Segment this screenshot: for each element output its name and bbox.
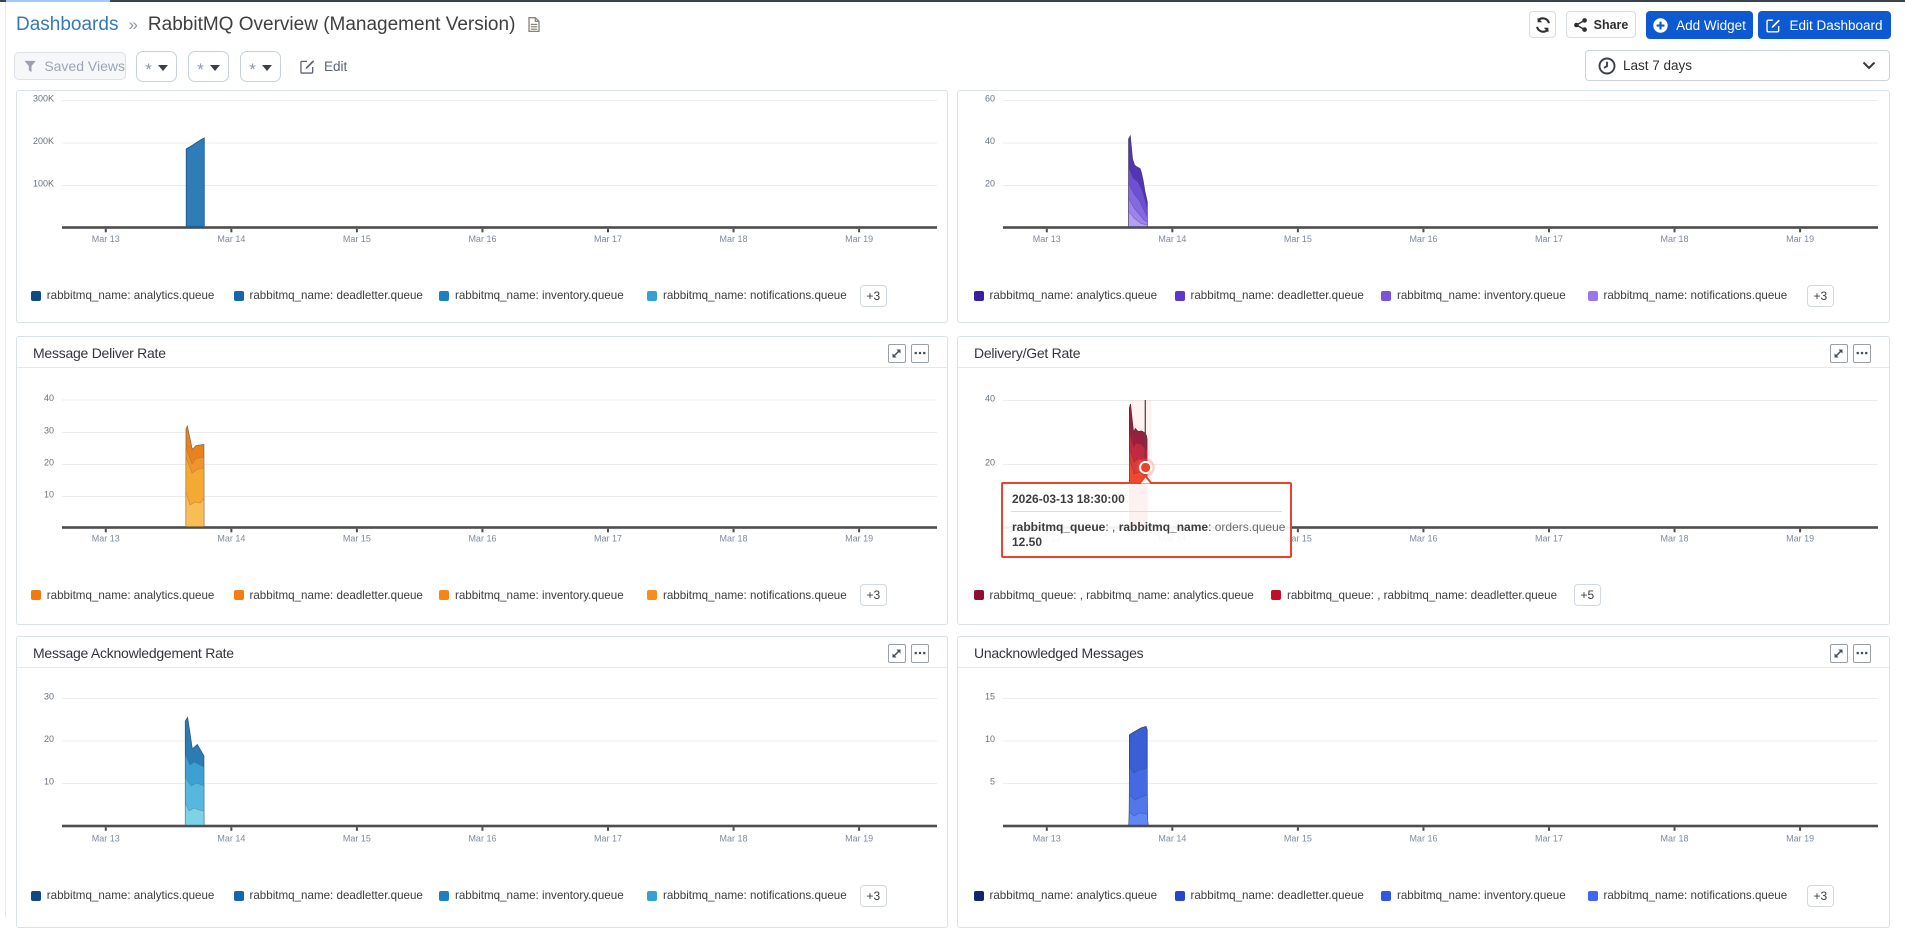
- svg-text:30: 30: [44, 425, 54, 435]
- svg-text:20: 20: [985, 457, 995, 467]
- svg-text:Mar 13: Mar 13: [1033, 234, 1061, 244]
- svg-text:20: 20: [44, 734, 54, 744]
- svg-text:Mar 18: Mar 18: [1661, 234, 1689, 244]
- svg-text:Mar 19: Mar 19: [1786, 234, 1814, 244]
- svg-text:Mar 19: Mar 19: [1786, 534, 1814, 544]
- svg-text:Mar 13: Mar 13: [92, 834, 120, 844]
- svg-text:Mar 17: Mar 17: [1535, 834, 1563, 844]
- svg-text:200K: 200K: [33, 136, 54, 146]
- svg-text:Mar 18: Mar 18: [1661, 534, 1689, 544]
- svg-text:Mar 18: Mar 18: [1661, 834, 1689, 844]
- svg-text:Mar 16: Mar 16: [1409, 834, 1437, 844]
- svg-text:Mar 17: Mar 17: [1535, 234, 1563, 244]
- svg-text:Mar 14: Mar 14: [1158, 234, 1186, 244]
- svg-text:40: 40: [985, 136, 995, 146]
- svg-text:Mar 18: Mar 18: [720, 234, 748, 244]
- svg-text:Mar 17: Mar 17: [594, 834, 622, 844]
- svg-text:Mar 18: Mar 18: [720, 534, 748, 544]
- svg-text:Mar 16: Mar 16: [1409, 534, 1437, 544]
- svg-text:60: 60: [985, 93, 995, 103]
- svg-text:40: 40: [44, 393, 54, 403]
- svg-text:Mar 16: Mar 16: [1409, 234, 1437, 244]
- svg-text:10: 10: [44, 489, 54, 499]
- svg-text:300K: 300K: [33, 93, 54, 103]
- svg-text:40: 40: [985, 393, 995, 403]
- svg-text:100K: 100K: [33, 178, 54, 188]
- svg-text:Mar 16: Mar 16: [468, 534, 496, 544]
- svg-text:10: 10: [985, 734, 995, 744]
- svg-text:30: 30: [44, 691, 54, 701]
- svg-text:Mar 14: Mar 14: [217, 534, 245, 544]
- svg-text:15: 15: [985, 691, 995, 701]
- svg-text:Mar 15: Mar 15: [1284, 834, 1312, 844]
- svg-text:Mar 17: Mar 17: [1535, 534, 1563, 544]
- svg-text:10: 10: [44, 776, 54, 786]
- svg-text:20: 20: [44, 457, 54, 467]
- svg-text:Mar 19: Mar 19: [1786, 834, 1814, 844]
- svg-text:Mar 15: Mar 15: [343, 534, 371, 544]
- svg-text:Mar 17: Mar 17: [594, 534, 622, 544]
- svg-text:Mar 16: Mar 16: [468, 834, 496, 844]
- svg-text:Mar 14: Mar 14: [217, 234, 245, 244]
- svg-text:Mar 19: Mar 19: [845, 234, 873, 244]
- svg-text:Mar 13: Mar 13: [92, 534, 120, 544]
- svg-text:5: 5: [990, 776, 995, 786]
- svg-text:Mar 15: Mar 15: [343, 234, 371, 244]
- svg-text:Mar 14: Mar 14: [1158, 834, 1186, 844]
- svg-text:Mar 15: Mar 15: [1284, 534, 1312, 544]
- svg-text:Mar 17: Mar 17: [594, 234, 622, 244]
- svg-text:Mar 13: Mar 13: [1033, 834, 1061, 844]
- svg-text:Mar 18: Mar 18: [720, 834, 748, 844]
- svg-text:Mar 14: Mar 14: [217, 834, 245, 844]
- svg-text:Mar 19: Mar 19: [845, 834, 873, 844]
- svg-text:20: 20: [985, 178, 995, 188]
- svg-text:Mar 16: Mar 16: [468, 234, 496, 244]
- svg-text:Mar 15: Mar 15: [1284, 234, 1312, 244]
- svg-text:Mar 15: Mar 15: [343, 834, 371, 844]
- svg-text:Mar 13: Mar 13: [92, 234, 120, 244]
- svg-text:Mar 19: Mar 19: [845, 534, 873, 544]
